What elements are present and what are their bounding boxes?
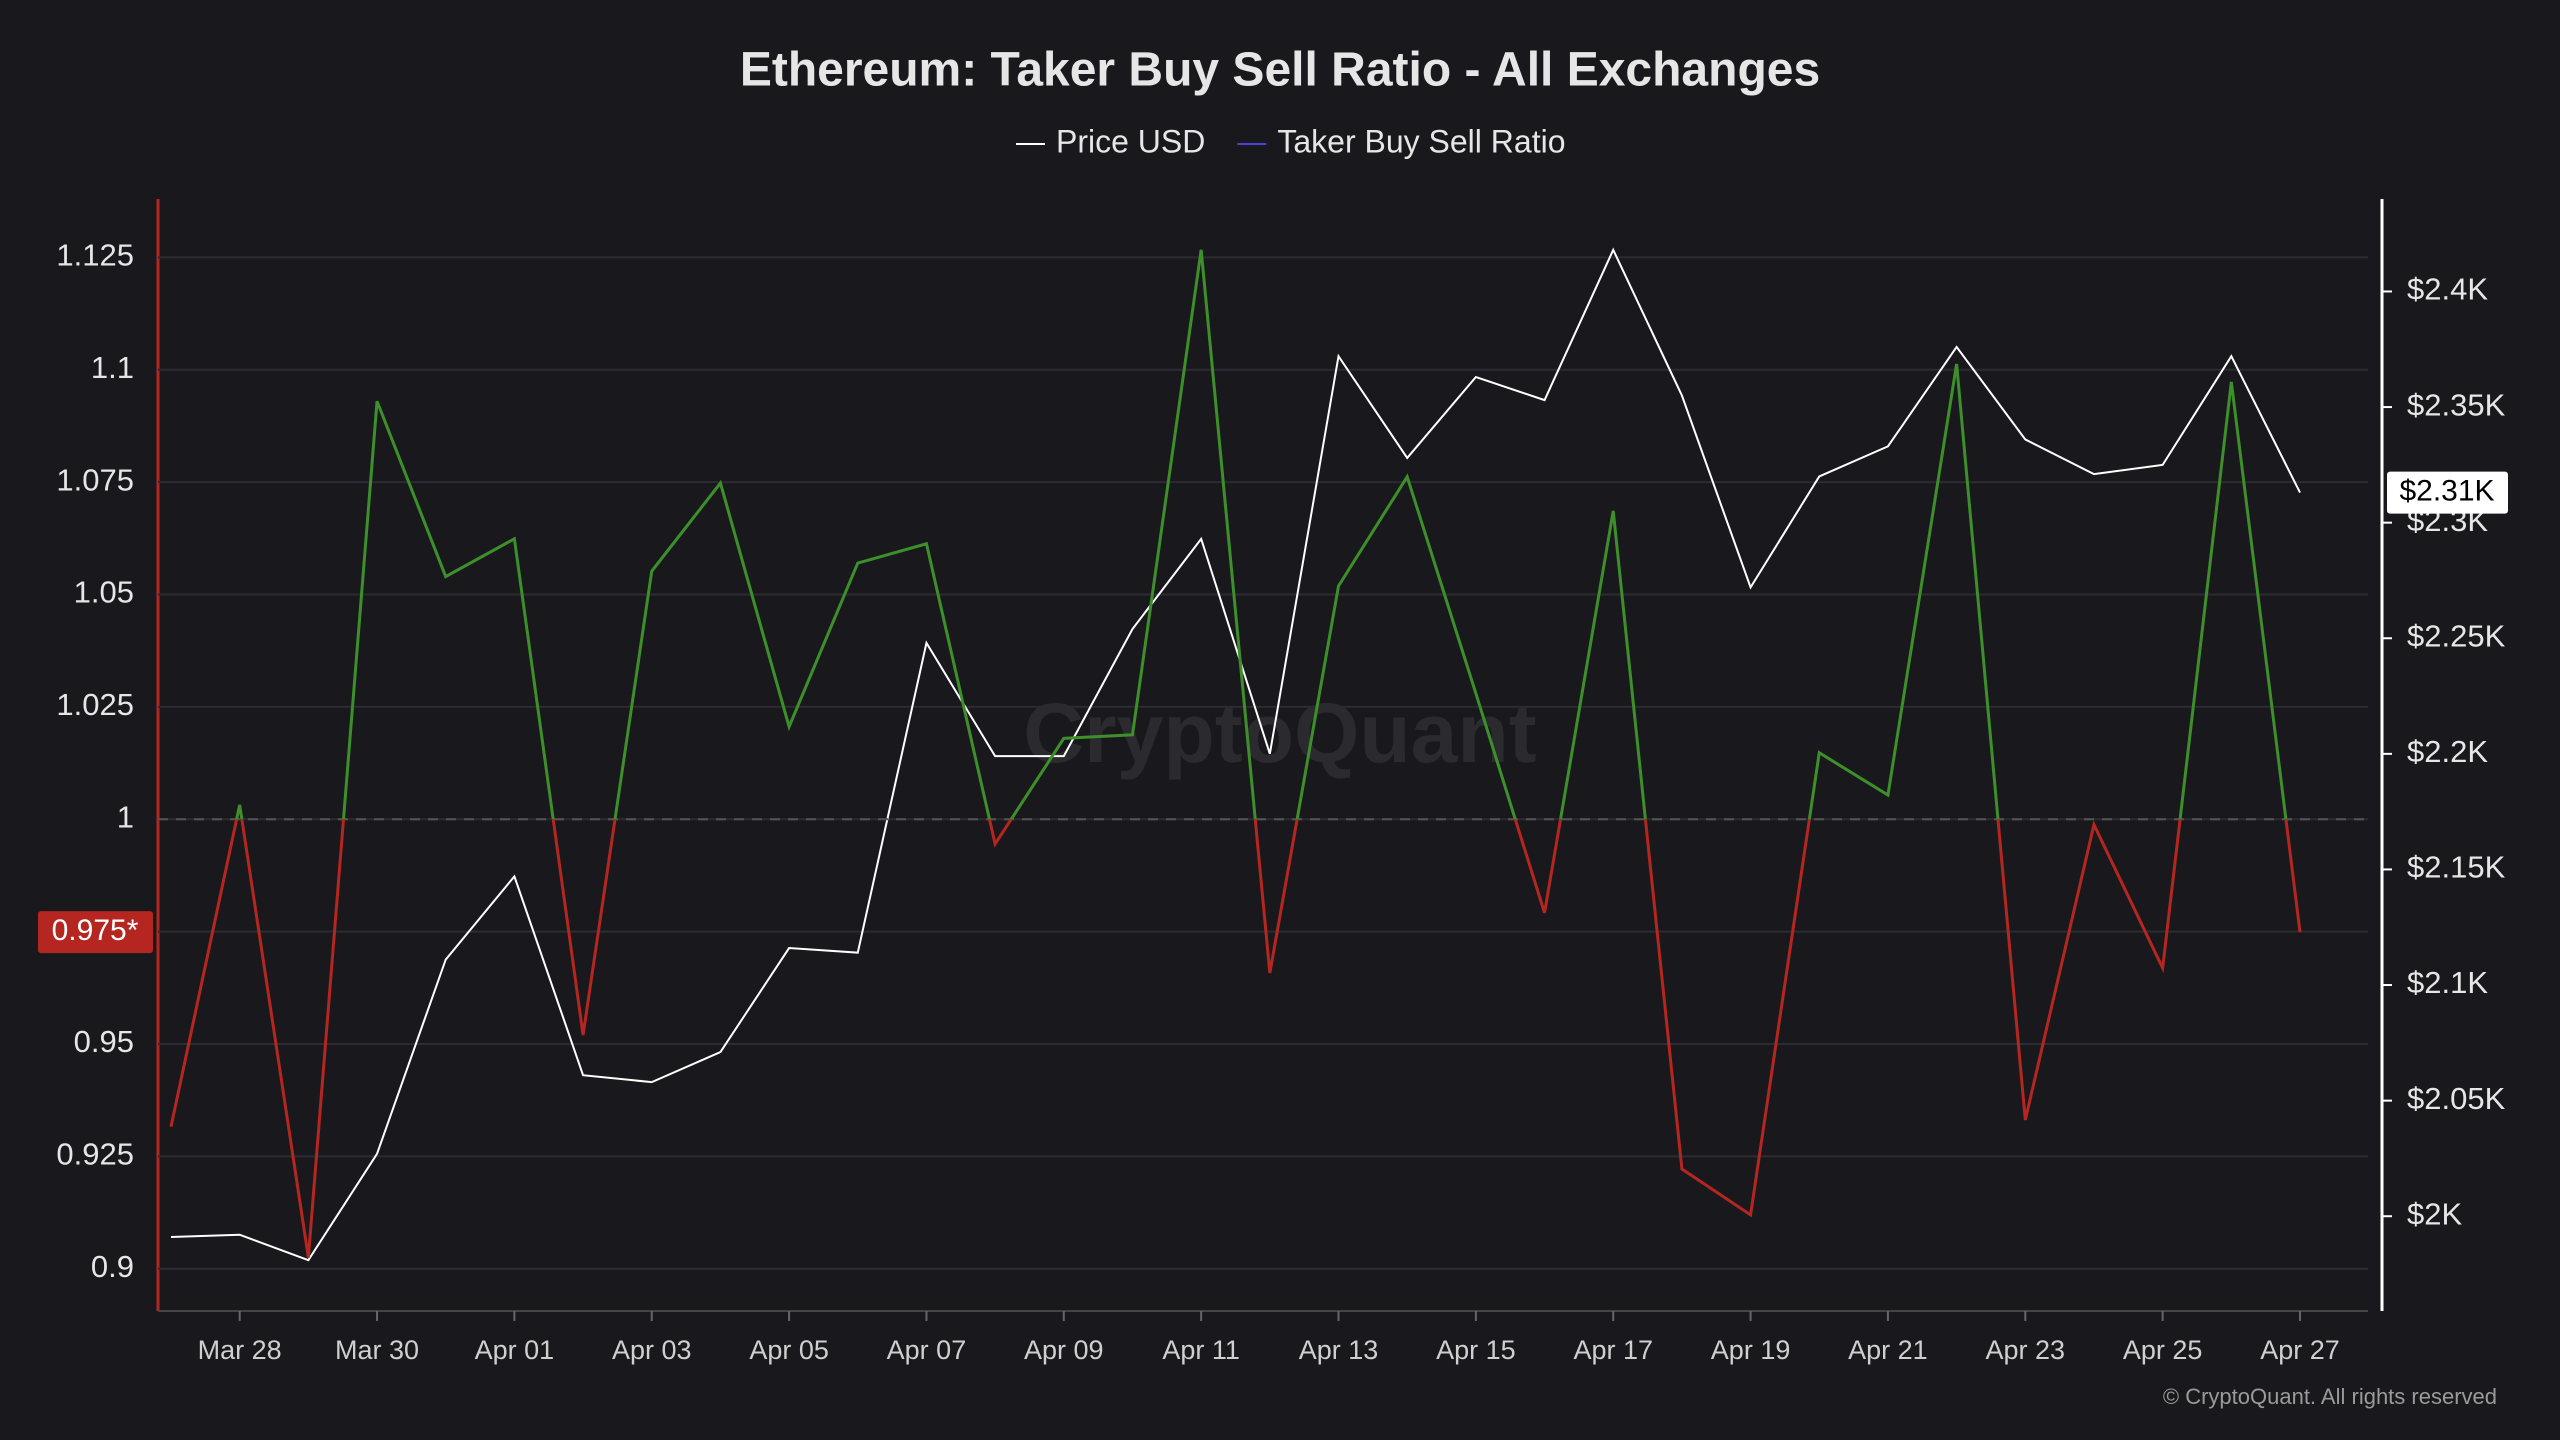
x-tick-label: Apr 23: [1986, 1335, 2066, 1365]
y2-tick-label: $2.05K: [2407, 1081, 2506, 1116]
chart-title: Ethereum: Taker Buy Sell Ratio - All Exc…: [740, 44, 1820, 97]
y-tick-label: 1.075: [56, 462, 134, 497]
x-tick-label: Apr 09: [1024, 1335, 1104, 1365]
x-tick-label: Mar 30: [335, 1335, 419, 1365]
x-tick-label: Apr 21: [1848, 1335, 1928, 1365]
footer: © CryptoQuant. All rights reserved: [2163, 1384, 2497, 1409]
last-value-tag: [2387, 471, 2508, 514]
y2-tick-label: $2.2K: [2407, 734, 2488, 769]
series-line-above: [235, 249, 2288, 820]
y2-tick-label: $2.4K: [2407, 272, 2488, 307]
last-value-tag: [38, 911, 153, 954]
y-tick-label: 0.925: [56, 1137, 134, 1172]
x-tick-label: Apr 17: [1573, 1335, 1653, 1365]
legend-label: Taker Buy Sell Ratio: [1277, 123, 1565, 159]
last-value-label: $2.31K: [2399, 475, 2494, 508]
x-tick-label: Apr 03: [612, 1335, 692, 1365]
y2-tick-label: $2.15K: [2407, 850, 2506, 885]
y-tick-label: 1.1: [91, 350, 134, 385]
y-tick-label: 1: [117, 799, 134, 834]
x-tick-label: Apr 11: [1162, 1335, 1240, 1365]
y2-tick-label: $2K: [2407, 1196, 2462, 1231]
x-tick-label: Apr 27: [2260, 1335, 2340, 1365]
last-value-label: 0.975*: [52, 914, 139, 947]
y2-tick-label: $2.25K: [2407, 618, 2506, 653]
y-tick-label: 1.125: [56, 238, 134, 273]
legend-label: Price USD: [1056, 123, 1205, 159]
watermark: CryptoQuant: [1023, 686, 1536, 780]
y2-tick-label: $2.1K: [2407, 965, 2488, 1000]
y-tick-label: 1.05: [74, 575, 134, 610]
x-tick-label: Mar 28: [198, 1335, 282, 1365]
x-tick-label: Apr 01: [475, 1335, 555, 1365]
series-line: [170, 247, 2301, 1262]
y-tick-label: 0.95: [74, 1024, 134, 1059]
x-tick-label: Apr 05: [749, 1335, 829, 1365]
x-tick-label: Apr 07: [887, 1335, 967, 1365]
x-tick-label: Apr 13: [1299, 1335, 1379, 1365]
x-tick-label: Apr 25: [2123, 1335, 2203, 1365]
x-tick-label: Apr 19: [1711, 1335, 1791, 1365]
y-tick-label: 0.9: [91, 1249, 134, 1284]
y2-tick-label: $2.35K: [2407, 387, 2506, 422]
x-tick-label: Apr 15: [1436, 1335, 1516, 1365]
y-tick-label: 1.025: [56, 687, 134, 722]
